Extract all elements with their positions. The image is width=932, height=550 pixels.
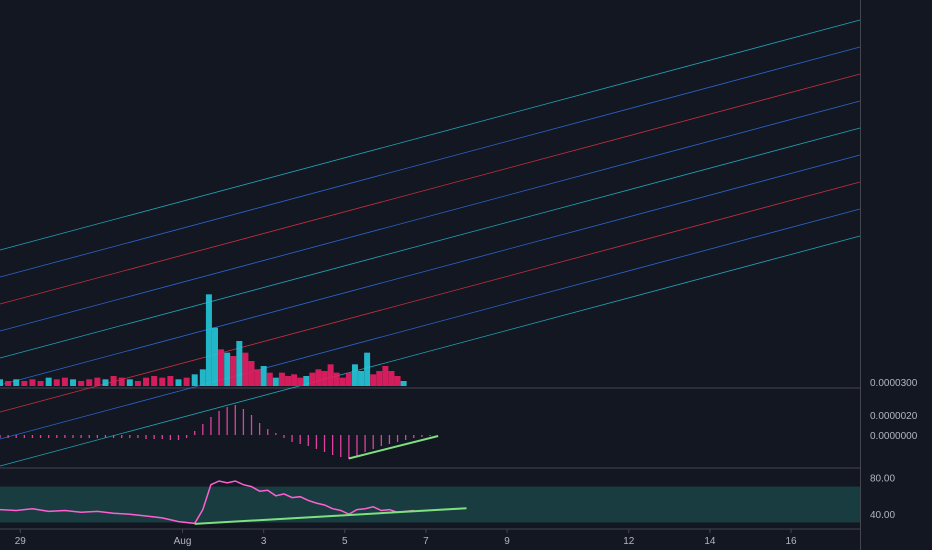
volume-bar-27	[212, 327, 218, 386]
volume-bar-42	[303, 376, 310, 386]
macd-tick-0: 0.0000020	[870, 411, 918, 422]
time-tick-1: Aug	[174, 536, 192, 547]
volume-bar-9	[70, 379, 77, 386]
rsi-tick-1: 40.00	[870, 510, 895, 521]
volume-bar-2	[13, 379, 20, 386]
volume-bar-18	[143, 377, 150, 386]
volume-bar-48	[339, 377, 346, 386]
volume-bar-22	[175, 379, 182, 386]
volume-bar-52	[364, 352, 371, 386]
volume-bar-36	[266, 372, 273, 386]
volume-bar-30	[230, 356, 237, 386]
channel-line-8	[0, 235, 861, 467]
volume-bar-50	[351, 364, 358, 386]
volume-bar-45	[321, 371, 328, 386]
channel-line-5	[0, 154, 861, 386]
volume-bar-51	[358, 371, 365, 386]
volume-bar-34	[254, 369, 261, 386]
volume-bar-57	[394, 376, 401, 386]
volume-bar-49	[345, 372, 352, 386]
volume-bar-38	[278, 372, 285, 386]
volume-bar-11	[86, 379, 93, 386]
volume-bar-5	[37, 381, 44, 386]
time-tick-0: 29	[15, 536, 27, 547]
volume-bar-26	[205, 294, 212, 386]
channel-line-4	[0, 127, 861, 359]
volume-bar-37	[272, 377, 279, 386]
volume-tick-0: 0.0000300	[870, 378, 918, 389]
time-tick-7: 14	[704, 536, 716, 547]
volume-bar-15	[118, 377, 125, 386]
volume-bar-33	[248, 361, 255, 386]
volume-bar-6	[45, 377, 52, 386]
channel-line-0	[0, 19, 861, 251]
time-tick-6: 12	[623, 536, 635, 547]
grid	[0, 0, 861, 550]
volume-bar-47	[333, 372, 340, 386]
volume-bar-1	[5, 381, 12, 386]
time-tick-4: 7	[423, 536, 429, 547]
volume-bar-54	[376, 371, 383, 386]
volume-bar-32	[242, 352, 249, 386]
volume-bar-58	[400, 381, 407, 386]
volume-bar-16	[126, 379, 133, 386]
volume-bar-44	[315, 369, 322, 386]
volume-bar-29	[224, 352, 231, 386]
channel-line-3	[0, 100, 861, 332]
volume-bar-46	[327, 364, 334, 386]
channel-line-6	[0, 181, 861, 413]
rsi-band	[0, 486, 860, 523]
volume-bar-12	[94, 377, 101, 386]
volume-bar-20	[159, 377, 166, 386]
volume-bar-43	[309, 372, 316, 386]
volume-bar-10	[78, 381, 85, 386]
volume-bar-14	[110, 376, 117, 386]
time-tick-5: 9	[504, 536, 510, 547]
volume-bar-55	[382, 366, 389, 386]
macd-tick-1: 0.0000000	[870, 431, 918, 442]
volume-bar-24	[191, 374, 198, 386]
pitchfork-channels	[0, 19, 861, 467]
volume-bar-17	[134, 381, 141, 386]
volume-bar-56	[388, 371, 395, 386]
macd-trendline	[348, 435, 439, 460]
volume-bars	[0, 294, 407, 386]
volume-bar-19	[151, 376, 158, 386]
volume-bar-8	[61, 377, 68, 386]
time-tick-8: 16	[785, 536, 797, 547]
volume-bar-40	[291, 374, 298, 386]
volume-bar-28	[218, 349, 225, 386]
time-tick-2: 3	[261, 536, 267, 547]
rsi-line	[0, 480, 414, 525]
volume-bar-31	[236, 341, 243, 386]
volume-bar-0	[0, 379, 3, 386]
channel-line-7	[0, 208, 861, 440]
volume-bar-41	[297, 377, 304, 386]
channel-line-2	[0, 73, 861, 305]
volume-bar-23	[183, 377, 190, 386]
volume-bar-39	[285, 376, 292, 386]
macd-panel	[0, 405, 439, 460]
rsi-tick-0: 80.00	[870, 473, 895, 484]
volume-bar-21	[167, 376, 174, 386]
axes: 0.00009000.00008500.00008000.00007500.00…	[15, 378, 918, 547]
volume-bar-7	[53, 379, 60, 386]
volume-bar-13	[102, 379, 109, 386]
rsi-trendline	[194, 507, 467, 525]
volume-bar-35	[260, 366, 267, 386]
time-tick-3: 5	[342, 536, 348, 547]
rsi-panel	[0, 480, 860, 525]
volume-bar-3	[21, 381, 28, 386]
volume-bar-4	[29, 379, 36, 386]
volume-bar-25	[199, 369, 206, 386]
volume-bar-53	[370, 374, 377, 386]
channel-line-1	[0, 46, 861, 278]
